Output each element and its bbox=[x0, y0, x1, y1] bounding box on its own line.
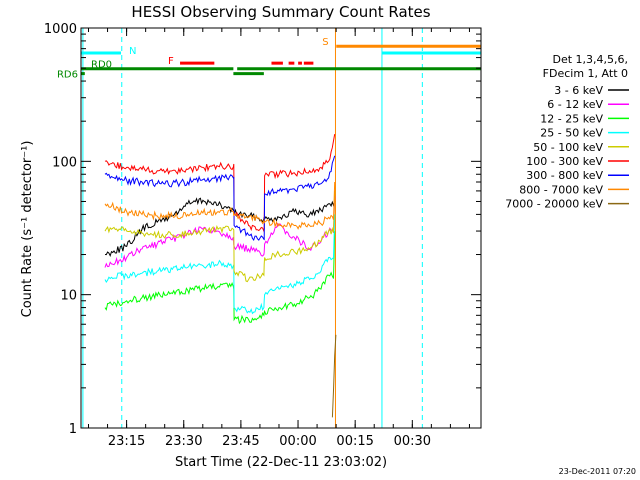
flag-bars: N F S RD0 RD6 bbox=[57, 37, 481, 81]
legend-label: 12 - 25 keV bbox=[540, 112, 603, 125]
x-tick-label: 00:30 bbox=[394, 434, 431, 449]
x-tick-label: 23:15 bbox=[108, 434, 145, 449]
axes: 23:15 23:30 23:45 00:00 00:15 00:30 1 10 100 1000 bbox=[44, 22, 481, 449]
flag-bar-label: RD6 bbox=[57, 70, 78, 81]
plot-frame bbox=[80, 27, 482, 429]
y-tick-label: 10 bbox=[60, 289, 77, 304]
flag-bar-label: S bbox=[322, 37, 328, 48]
x-axis-label: Start Time (22-Dec-11 23:03:02) bbox=[175, 455, 387, 470]
y-axis-label: Count Rate (s⁻¹ detector⁻¹) bbox=[20, 141, 35, 318]
x-tick-label: 00:15 bbox=[336, 434, 373, 449]
legend-label: 25 - 50 keV bbox=[540, 127, 603, 140]
series-line bbox=[104, 190, 336, 283]
series-line bbox=[104, 134, 336, 234]
legend: Det 1,3,4,5,6,FDecim 1, Att 0 3 - 6 keV6 … bbox=[505, 53, 629, 211]
series-line bbox=[104, 181, 336, 230]
footer-timestamp: 23-Dec-2011 07:20 bbox=[559, 467, 636, 476]
series-line bbox=[104, 214, 336, 315]
legend-label: 300 - 800 keV bbox=[526, 169, 603, 182]
series-line bbox=[104, 155, 336, 242]
series-lines bbox=[104, 134, 337, 418]
legend-label: 800 - 7000 keV bbox=[519, 183, 603, 196]
legend-header: FDecim 1, Att 0 bbox=[543, 67, 628, 80]
y-tick-label: 1000 bbox=[44, 22, 77, 37]
legend-label: 7000 - 20000 keV bbox=[505, 198, 603, 211]
legend-label: 100 - 300 keV bbox=[526, 155, 603, 168]
legend-label: 6 - 12 keV bbox=[547, 98, 603, 111]
legend-header: Det 1,3,4,5,6, bbox=[552, 53, 628, 66]
vertical-markers bbox=[82, 28, 423, 428]
y-tick-label: 100 bbox=[52, 155, 77, 170]
flag-bar-label: F bbox=[168, 56, 174, 67]
chart-title: HESSI Observing Summary Count Rates bbox=[131, 3, 430, 21]
series-line bbox=[104, 195, 336, 268]
x-tick-label: 23:45 bbox=[222, 434, 259, 449]
series-line bbox=[104, 197, 336, 258]
series-line bbox=[104, 231, 336, 325]
legend-label: 50 - 100 keV bbox=[533, 141, 603, 154]
legend-label: 3 - 6 keV bbox=[554, 84, 603, 97]
x-tick-label: 00:00 bbox=[279, 434, 316, 449]
flag-bar-label: RD0 bbox=[91, 60, 112, 71]
series-line bbox=[331, 334, 337, 418]
x-tick-label: 23:30 bbox=[165, 434, 202, 449]
y-tick-label: 1 bbox=[69, 422, 77, 437]
flag-bar-label: N bbox=[129, 46, 136, 57]
